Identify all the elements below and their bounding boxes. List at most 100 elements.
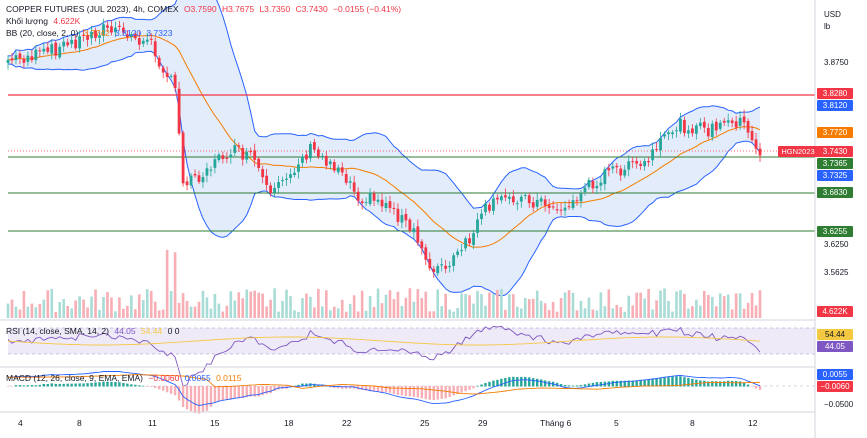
macd-hist-bar xyxy=(524,376,527,387)
macd-hist-bar xyxy=(591,382,595,387)
volume-bar xyxy=(106,292,109,318)
macd-hist-bar xyxy=(142,385,145,387)
volume-bar xyxy=(587,297,591,318)
macd-hist-bar xyxy=(376,386,380,392)
legend-macd[interactable]: MACD (12, 26, close, 9, EMA, EMA) −0.006… xyxy=(6,373,244,384)
macd-hist-bar xyxy=(619,380,622,387)
macd-hist-bar xyxy=(134,384,137,387)
volume-bar xyxy=(344,311,348,318)
candle-body xyxy=(476,219,479,233)
volume-bar xyxy=(173,252,177,318)
macd-hist-bar xyxy=(360,386,364,390)
volume-bar xyxy=(710,296,714,318)
macd-hist-bar xyxy=(571,385,575,387)
macd-hist-bar xyxy=(118,382,121,387)
macd-hist-bar xyxy=(317,384,320,387)
volume-bar xyxy=(74,300,77,318)
volume-bar xyxy=(615,304,619,318)
macd-hist-bar xyxy=(452,386,455,396)
candle-body xyxy=(746,120,750,133)
macd-hist-bar xyxy=(86,383,89,387)
axis-unit: lb xyxy=(824,22,831,31)
volume-bar xyxy=(281,300,284,318)
volume-bar xyxy=(38,304,42,318)
candle-body xyxy=(667,132,670,135)
volume-bar xyxy=(579,300,583,318)
macd-hist-bar xyxy=(345,386,348,389)
macd-line xyxy=(8,370,761,406)
macd-hist-bar xyxy=(114,382,117,387)
volume-bar xyxy=(225,305,229,318)
volume-bar xyxy=(141,300,145,318)
candle-body xyxy=(651,149,654,161)
volume-bar xyxy=(396,291,400,318)
x-label-10: 8 xyxy=(690,418,695,428)
volume-bar xyxy=(563,292,567,318)
macd-hist-bar xyxy=(416,386,420,398)
candle-body xyxy=(376,199,380,202)
volume-bar xyxy=(476,290,479,318)
macd-hist-bar xyxy=(213,386,217,403)
macd-hist-bar xyxy=(94,382,97,387)
price-tag-bb-upper: 3.8120 xyxy=(817,100,853,111)
volume-bar xyxy=(237,292,241,318)
volume-bar xyxy=(408,288,412,318)
candle-body xyxy=(293,172,296,176)
volume-bar xyxy=(249,291,253,318)
volume-bar xyxy=(543,303,547,318)
volume-bar xyxy=(730,309,734,318)
candle-body xyxy=(217,154,221,161)
candle-body xyxy=(396,208,400,222)
volume-bar xyxy=(145,289,149,318)
macd-hist-bar xyxy=(746,384,750,387)
macd-hist-bar xyxy=(559,384,563,387)
volume-bar xyxy=(726,294,730,318)
volume-bar xyxy=(50,288,54,318)
macd-hist-bar xyxy=(46,384,49,387)
volume-bar xyxy=(161,309,165,318)
macd-hist-bar xyxy=(428,386,431,400)
candle-body xyxy=(324,155,328,166)
volume-bar xyxy=(655,300,658,318)
candle-body xyxy=(364,202,368,204)
volume-bar xyxy=(444,293,447,318)
candle-body xyxy=(563,207,567,211)
volume-bar xyxy=(428,311,432,318)
macd-hist-bar xyxy=(58,383,61,387)
legend-rsi[interactable]: RSI (14, close, SMA, 14, 2) 44.05 54.44 … xyxy=(6,326,183,337)
macd-hist-bar xyxy=(392,386,396,394)
candle-body xyxy=(492,198,495,211)
candle-body xyxy=(647,160,651,163)
macd-hist-bar xyxy=(635,380,638,387)
candle-body xyxy=(428,258,432,269)
legend-bb[interactable]: BB (20, close, 2, 0) 3.7742 3.8120 3.732… xyxy=(6,28,175,39)
macd-hist-bar xyxy=(671,376,674,387)
x-label-5: 22 xyxy=(342,418,352,428)
macd-hist-bar xyxy=(627,380,630,387)
volume-bar xyxy=(722,296,726,318)
volume-bar xyxy=(496,289,499,318)
volume-bar xyxy=(651,309,654,318)
candle-body xyxy=(38,50,42,52)
volume-bar xyxy=(245,289,249,318)
candle-body xyxy=(125,34,129,38)
candle-body xyxy=(368,192,372,205)
candle-body xyxy=(440,264,444,266)
legend-volume[interactable]: Khối lượng 4.622K xyxy=(6,16,83,27)
volume-bar xyxy=(535,290,539,318)
volume-bar xyxy=(62,298,66,318)
volume-bar xyxy=(555,311,559,318)
candle-body xyxy=(301,156,304,163)
macd-hist-bar xyxy=(82,383,85,387)
volume-bar xyxy=(504,309,507,318)
volume-bar xyxy=(567,290,571,318)
macd-hist-bar xyxy=(750,386,754,387)
volume-bar xyxy=(197,301,201,318)
bb-lower-line xyxy=(7,50,761,297)
candle-body xyxy=(352,182,356,192)
volume-bar xyxy=(209,308,213,318)
macd-hist-bar xyxy=(595,382,599,387)
axis-macd-zero: −0.0500 xyxy=(824,400,854,409)
candle-body xyxy=(675,130,678,132)
